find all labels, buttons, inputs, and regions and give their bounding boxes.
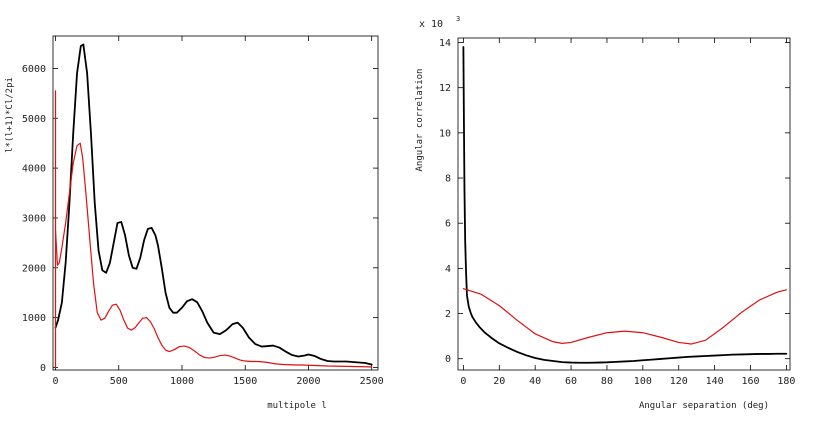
x-tick-label: 0 [460, 376, 466, 387]
x-tick-label: 0 [53, 376, 59, 387]
x-tick-label: 80 [601, 376, 613, 387]
y-axis-multiplier-exponent: 3 [456, 15, 460, 23]
plot-frame [457, 37, 791, 371]
y-tick-label: 5000 [22, 114, 46, 125]
x-tick-label: 2500 [360, 376, 384, 387]
x-tick-label: 120 [670, 376, 688, 387]
y-tick-label: 14 [439, 38, 451, 49]
x-tick-label: 20 [493, 376, 505, 387]
x-tick-label: 500 [110, 376, 128, 387]
series-line-black [54, 43, 373, 366]
x-tick-label: 1000 [170, 376, 194, 387]
y-tick-label: 8 [445, 174, 451, 185]
x-tick-label: 100 [634, 376, 652, 387]
y-axis-title: Angular correlation [415, 69, 425, 172]
y-tick-label: 3000 [22, 213, 46, 224]
y-tick-label: 10 [439, 128, 451, 139]
y-tick-label: 2 [445, 309, 451, 320]
x-tick-label: 60 [565, 376, 577, 387]
x-tick-label: 140 [706, 376, 724, 387]
x-axis-title: multipole l [267, 401, 327, 411]
x-tick-label: 160 [741, 376, 759, 387]
x-tick-label: 2000 [296, 376, 320, 387]
y-tick-label: 4000 [22, 164, 46, 175]
y-tick-label: 1000 [22, 313, 46, 324]
y-tick-label: 6 [445, 219, 451, 230]
y-tick-label: 2000 [22, 263, 46, 274]
series-line-black [462, 46, 788, 364]
y-axis-title: l*(l+1)*Cl/2pi [5, 77, 15, 153]
x-tick-label: 1500 [233, 376, 257, 387]
x-tick-label: 40 [529, 376, 541, 387]
chart-1: 0 500 1000 1500 2000 2500 0 1000 2000 3000 4000 500… [5, 35, 384, 411]
series-line-red [54, 142, 373, 368]
x-axis-title: Angular separation (deg) [639, 401, 769, 411]
x-tick-label: 180 [777, 376, 795, 387]
chart-2: 0 20 40 60 80 100 120 140 160 180 0 2 4 6 8 10 12 14 Angul… [415, 15, 795, 411]
series-line-red [462, 288, 788, 345]
y-tick-label: 0 [40, 363, 46, 374]
y-axis-multiplier: x 10 [419, 19, 443, 30]
plot-frame [52, 35, 379, 371]
y-tick-label: 12 [439, 83, 451, 94]
y-tick-label: 6000 [22, 64, 46, 75]
y-tick-label: 4 [445, 264, 451, 275]
y-tick-label: 0 [445, 354, 451, 365]
